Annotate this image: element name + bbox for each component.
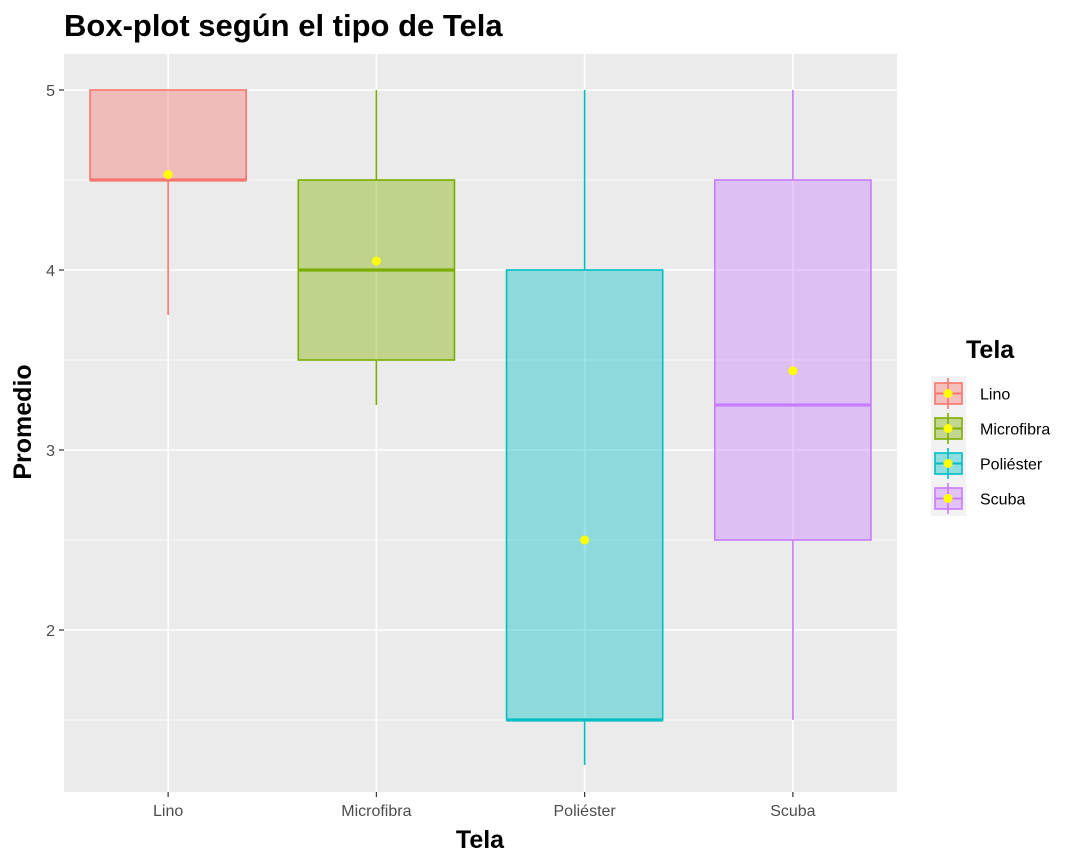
x-tick-label: Scuba <box>770 803 815 820</box>
box-iqr <box>713 179 872 541</box>
legend-label: Poliéster <box>980 457 1043 474</box>
box-polister <box>505 90 664 765</box>
legend-label: Lino <box>980 387 1010 404</box>
legend: Tela Lino Microfibra Poliéster Scuba <box>931 336 1050 516</box>
y-tick-label: 3 <box>46 443 55 460</box>
y-axis-title: Promedio <box>9 364 37 479</box>
chart-title: Box-plot según el tipo de Tela <box>64 8 503 43</box>
legend-item-scuba: Scuba <box>934 483 1025 514</box>
y-axis: 2 3 4 5 <box>46 83 64 640</box>
legend-label: Microfibra <box>980 422 1050 439</box>
x-tick-label: Lino <box>153 803 183 820</box>
legend-item-polister: Poliéster <box>934 448 1043 479</box>
plot-panel <box>64 54 897 792</box>
y-tick-label: 2 <box>46 623 55 640</box>
mean-point <box>163 170 173 180</box>
x-axis: Lino Microfibra Poliéster Scuba <box>153 792 816 820</box>
legend-key-mean <box>943 389 953 398</box>
mean-point <box>788 366 798 376</box>
box-microfibra <box>297 90 456 405</box>
legend-label: Scuba <box>980 492 1025 509</box>
x-tick-label: Poliéster <box>554 803 617 820</box>
legend-key-mean <box>943 494 953 503</box>
box-iqr <box>505 269 664 721</box>
x-axis-title: Tela <box>456 826 505 854</box>
legend-key-mean <box>943 459 953 468</box>
legend-key-mean <box>943 424 953 433</box>
box-iqr <box>89 89 248 181</box>
box-scuba <box>713 90 872 720</box>
x-tick-label: Microfibra <box>341 803 411 820</box>
box-lino <box>89 89 248 315</box>
mean-point <box>580 535 590 545</box>
legend-item-microfibra: Microfibra <box>934 413 1050 444</box>
mean-point <box>371 256 381 266</box>
y-tick-label: 5 <box>46 83 55 100</box>
y-tick-label: 4 <box>46 263 55 280</box>
box-series <box>89 89 872 765</box>
legend-title: Tela <box>966 336 1015 364</box>
legend-item-lino: Lino <box>934 378 1010 409</box>
